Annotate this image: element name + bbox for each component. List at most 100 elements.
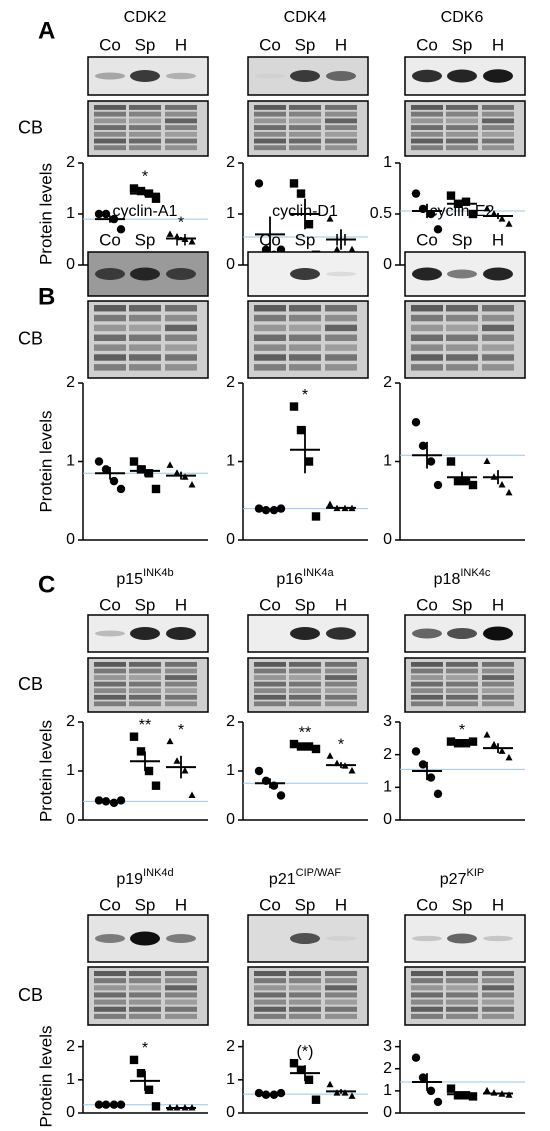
cb-stripe: [254, 305, 286, 312]
data-point: [136, 1068, 146, 1078]
blot-band: [412, 935, 442, 942]
cb-stripe: [165, 314, 197, 322]
data-point: [490, 210, 498, 217]
cb-stripe: [446, 118, 478, 124]
lane-label: H: [175, 230, 187, 249]
blot-band: [483, 267, 513, 281]
data-point: [468, 209, 478, 219]
blot-label: CB: [18, 328, 43, 348]
cb-stripe: [482, 344, 514, 351]
title-text: cyclin-D1: [272, 203, 338, 220]
blot-band: [412, 267, 442, 281]
cb-stripe: [289, 314, 321, 322]
cb-stripe: [325, 131, 357, 137]
data-point: [289, 1059, 299, 1068]
cb-stripe: [482, 334, 514, 341]
data-point: [129, 732, 139, 741]
data-point: [498, 481, 506, 488]
chart-title: p18INK4c: [434, 567, 491, 588]
cb-stripe: [411, 985, 443, 991]
cb-stripe: [482, 999, 514, 1005]
cb-stripe: [446, 971, 478, 977]
cb-stripe: [94, 662, 126, 667]
blot-band: [290, 627, 320, 640]
data-point: [505, 488, 513, 496]
lane-label: Sp: [452, 895, 473, 914]
data-point: [166, 461, 174, 468]
cb-stripe: [165, 324, 197, 332]
cb-stripe: [129, 344, 161, 351]
chart-title: CDK4: [284, 9, 327, 26]
cb-stripe: [254, 694, 286, 700]
data-point: [418, 760, 428, 769]
cb-stripe: [325, 694, 357, 700]
data-point: [94, 209, 104, 219]
data-point: [144, 469, 154, 478]
cb-stripe: [129, 105, 161, 110]
title-text: p15: [116, 571, 143, 588]
blot-band: [412, 69, 442, 83]
lane-label: Co: [99, 595, 121, 614]
cb-stripe: [482, 111, 514, 117]
cb-stripe: [482, 364, 514, 371]
cb-stripe: [254, 999, 286, 1005]
cb-stripe: [289, 999, 321, 1005]
cb-stripe: [254, 314, 286, 322]
cb-stripe: [446, 125, 478, 130]
cb-stripe: [94, 1006, 126, 1012]
lane-label: H: [492, 895, 504, 914]
blot-band: [166, 72, 196, 80]
cb-stripe: [411, 324, 443, 332]
significance: *: [302, 387, 308, 404]
cb-stripe: [325, 999, 357, 1005]
cb-stripe: [482, 145, 514, 151]
data-point: [505, 220, 513, 227]
blot-band: [290, 268, 320, 280]
cb-stripe: [254, 105, 286, 110]
cb-stripe: [482, 668, 514, 674]
blot-band: [95, 630, 125, 637]
cb-stripe: [325, 985, 357, 991]
blot-band: [447, 69, 477, 83]
data-point: [453, 1091, 463, 1100]
cb-stripe: [254, 111, 286, 117]
cb-stripe: [325, 681, 357, 687]
y-tick-label: 2: [66, 713, 75, 730]
cb-stripe: [446, 138, 478, 144]
data-point: [304, 457, 314, 466]
data-point: [116, 484, 126, 494]
lane-label: Sp: [452, 35, 473, 54]
cb-stripe: [94, 145, 126, 151]
cb-stripe: [165, 305, 197, 312]
cb-stripe: [94, 118, 126, 124]
cb-stripe: [446, 1006, 478, 1012]
cb-stripe: [411, 354, 443, 361]
y-tick-label: 1: [226, 205, 235, 222]
cb-stripe: [325, 662, 357, 667]
title-text: cyclin-A1: [113, 203, 178, 220]
cb-stripe: [411, 305, 443, 312]
lane-label: Co: [259, 230, 281, 249]
cb-stripe: [254, 992, 286, 998]
data-point: [333, 245, 341, 253]
blot-band: [95, 934, 125, 943]
cb-stripe: [254, 662, 286, 667]
data-point: [129, 457, 139, 466]
data-point: [418, 1073, 428, 1082]
data-point: [433, 789, 443, 799]
data-point: [326, 1080, 334, 1088]
cb-stripe: [325, 138, 357, 144]
lane-label: H: [492, 35, 504, 54]
y-tick-label: 1: [66, 762, 75, 779]
data-point: [490, 1089, 498, 1096]
significance: *: [142, 1040, 148, 1057]
y-tick-label: 1: [66, 205, 75, 222]
cb-stripe: [94, 992, 126, 998]
data-point: [311, 512, 321, 521]
chart: p18INK4c Co Sp H 0 1 2 3 *: [383, 567, 526, 828]
data-point: [116, 225, 126, 234]
data-point: [483, 457, 491, 464]
data-point: [411, 747, 421, 756]
